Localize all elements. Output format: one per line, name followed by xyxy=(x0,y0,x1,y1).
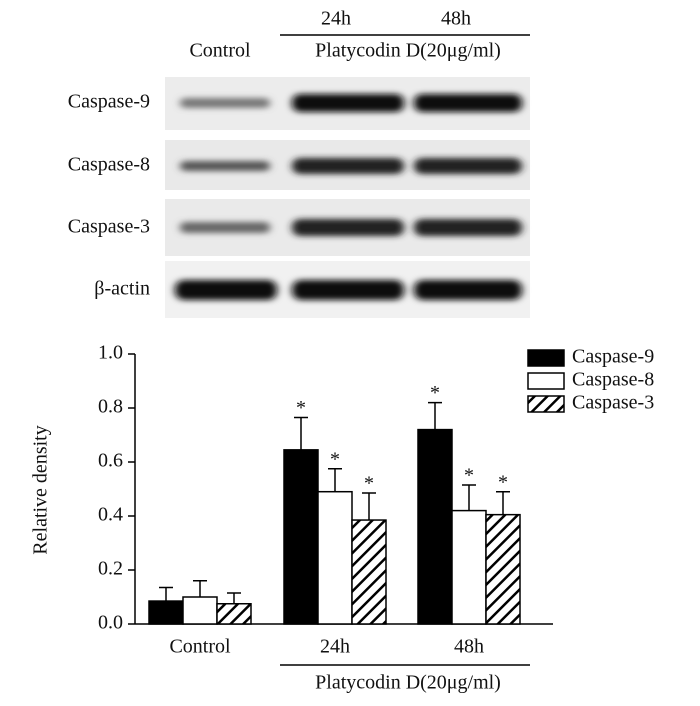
blot-panel xyxy=(165,77,530,318)
bar xyxy=(451,509,487,625)
bar xyxy=(351,519,387,625)
bar xyxy=(148,600,184,625)
x-tick-label: Control xyxy=(169,636,231,658)
error-bar xyxy=(193,580,207,597)
bar xyxy=(216,603,252,625)
legend-label: Caspase-3 xyxy=(572,392,654,414)
legend-swatch xyxy=(527,395,565,413)
y-tick-label: 0.8 xyxy=(98,396,123,418)
legend-swatch xyxy=(527,349,565,367)
significance-mark: * xyxy=(330,448,340,470)
bar xyxy=(485,513,521,625)
x-tick-label: 24h xyxy=(320,636,350,658)
significance-mark: * xyxy=(498,471,508,493)
bar xyxy=(182,596,218,625)
error-bar xyxy=(227,592,241,604)
error-bar xyxy=(428,401,442,430)
y-tick-label: 0.4 xyxy=(98,504,123,526)
group-label: Platycodin D(20μg/ml) xyxy=(315,672,501,694)
blot-row-label: Caspase-3 xyxy=(68,216,150,238)
significance-mark: * xyxy=(464,465,474,487)
bar xyxy=(317,490,353,625)
legend-label: Caspase-9 xyxy=(572,346,654,368)
blot-time-label: 24h xyxy=(321,8,351,30)
error-bar xyxy=(159,586,173,602)
blot-row-label: β-actin xyxy=(94,278,150,300)
bar xyxy=(283,449,319,625)
y-tick-label: 1.0 xyxy=(98,342,123,364)
significance-mark: * xyxy=(296,397,306,419)
error-bar xyxy=(328,468,342,492)
x-tick-label: 48h xyxy=(454,636,484,658)
significance-mark: * xyxy=(364,473,374,495)
blot-time-label: 48h xyxy=(441,8,471,30)
error-bar xyxy=(496,490,510,515)
blot-row-label: Caspase-9 xyxy=(68,91,150,113)
error-bar xyxy=(362,492,376,521)
blot-treatment-label: Platycodin D(20μg/ml) xyxy=(315,40,501,62)
y-tick-label: 0.2 xyxy=(98,558,123,580)
y-axis-label: Relative density xyxy=(30,425,52,554)
error-bar xyxy=(294,416,308,450)
legend-swatch xyxy=(527,372,565,390)
y-tick-label: 0.6 xyxy=(98,450,123,472)
blot-control-label: Control xyxy=(189,40,251,62)
significance-mark: * xyxy=(430,382,440,404)
y-tick-label: 0.0 xyxy=(98,612,123,634)
error-bar xyxy=(462,484,476,511)
bar xyxy=(417,428,453,625)
blot-row-label: Caspase-8 xyxy=(68,154,150,176)
legend-label: Caspase-8 xyxy=(572,369,654,391)
